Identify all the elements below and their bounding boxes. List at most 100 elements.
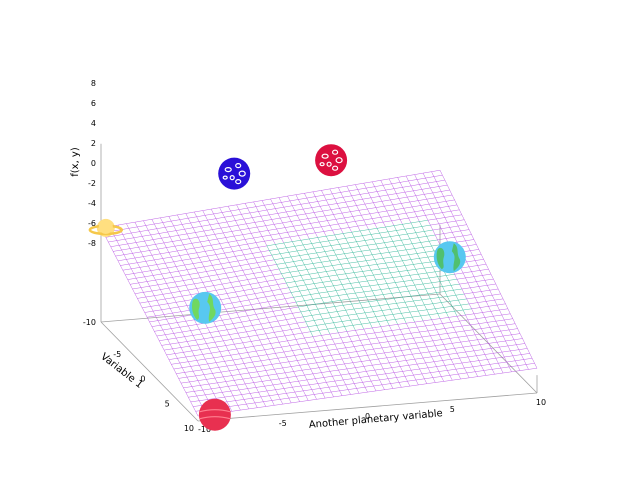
- mesh-line: [246, 222, 255, 225]
- mesh-line: [409, 237, 419, 240]
- mesh-line: [183, 278, 192, 281]
- mesh-line: [441, 189, 450, 192]
- mesh-line: [269, 284, 278, 287]
- mesh-line: [430, 261, 434, 267]
- mesh-line: [264, 203, 273, 206]
- mesh-line: [363, 364, 373, 367]
- mesh-line: [154, 294, 163, 296]
- mesh-line: [173, 224, 183, 227]
- mesh-line: [381, 237, 385, 243]
- mesh-line: [253, 236, 263, 239]
- mesh-line: [214, 234, 218, 240]
- mesh-line: [309, 272, 318, 275]
- mesh-line: [332, 192, 341, 195]
- mesh-line: [437, 349, 447, 351]
- mesh-line: [203, 266, 207, 272]
- mesh-line: [247, 315, 251, 321]
- mesh-line: [321, 188, 330, 191]
- mesh-line: [283, 314, 287, 320]
- mesh-line: [235, 400, 239, 406]
- mesh-line: [431, 281, 441, 284]
- mesh-line: [361, 215, 364, 221]
- mesh-line: [214, 269, 218, 275]
- mesh-line: [265, 295, 275, 298]
- mesh-line: [330, 245, 334, 251]
- mesh-line: [238, 389, 242, 395]
- mesh-line: [412, 278, 421, 281]
- mesh-line: [441, 227, 450, 229]
- mesh-line: [494, 372, 504, 375]
- mesh-line: [414, 174, 418, 180]
- mesh-line: [287, 232, 291, 238]
- mesh-line: [173, 261, 177, 267]
- mesh-line: [310, 257, 320, 260]
- mesh-line: [431, 207, 441, 210]
- mesh-line: [204, 322, 208, 329]
- mesh-line: [311, 352, 315, 358]
- mesh-line: [194, 354, 203, 356]
- mesh-line: [303, 316, 306, 322]
- mesh-line: [277, 356, 287, 359]
- mesh-line: [424, 267, 428, 274]
- mesh-line: [351, 230, 361, 233]
- mesh-line: [280, 289, 283, 295]
- mesh-line: [220, 262, 230, 265]
- mesh-line: [422, 173, 426, 179]
- mesh-line: [219, 243, 223, 249]
- mesh-line: [471, 344, 481, 347]
- mesh-line: [361, 213, 370, 216]
- mesh-line: [272, 311, 276, 317]
- mesh-line: [416, 327, 420, 333]
- mesh-line: [145, 223, 155, 226]
- mesh-line: [447, 333, 451, 339]
- mesh-line: [325, 322, 334, 325]
- mesh-line: [321, 225, 330, 228]
- mesh-line: [361, 285, 370, 288]
- mesh-line: [210, 208, 214, 215]
- mesh-line: [155, 242, 165, 245]
- mesh-line: [178, 342, 182, 348]
- mesh-line: [430, 372, 434, 378]
- mesh-line: [324, 214, 334, 217]
- mesh-line: [225, 343, 235, 346]
- mesh-line: [378, 247, 387, 249]
- mesh-line: [363, 290, 373, 293]
- mesh-line: [340, 227, 350, 230]
- mesh-line: [368, 300, 378, 302]
- mesh-line: [172, 312, 176, 318]
- mesh-line: [179, 325, 189, 328]
- mesh-line: [220, 299, 224, 305]
- mesh-line: [154, 329, 163, 332]
- mesh-line: [257, 370, 266, 373]
- mesh-line: [375, 205, 385, 208]
- mesh-line: [317, 237, 321, 243]
- mesh-line: [183, 314, 192, 317]
- mesh-line: [253, 382, 257, 388]
- mesh-line: [349, 227, 352, 233]
- mesh-line: [476, 354, 485, 356]
- mesh-line: [424, 340, 433, 343]
- mesh-line: [338, 259, 341, 265]
- mesh-line: [247, 207, 251, 214]
- mesh-line: [354, 345, 363, 347]
- mesh-line: [435, 196, 444, 199]
- mesh-line: [359, 340, 363, 346]
- mesh-line: [257, 406, 266, 408]
- mesh-line: [373, 239, 377, 245]
- mesh-line: [382, 294, 386, 300]
- mesh-line: [338, 223, 341, 229]
- mesh-line: [247, 387, 257, 389]
- mesh-line: [444, 363, 454, 366]
- mesh-line: [210, 245, 214, 251]
- mesh-line: [149, 320, 159, 323]
- mesh-line: [235, 218, 244, 221]
- mesh-line: [266, 281, 270, 287]
- mesh-line: [332, 228, 341, 231]
- mesh-line: [139, 229, 149, 232]
- mesh-line: [424, 303, 433, 306]
- mesh-line: [351, 266, 361, 269]
- mesh-line: [341, 357, 351, 360]
- mesh-line: [303, 278, 312, 281]
- mesh-line: [404, 300, 414, 303]
